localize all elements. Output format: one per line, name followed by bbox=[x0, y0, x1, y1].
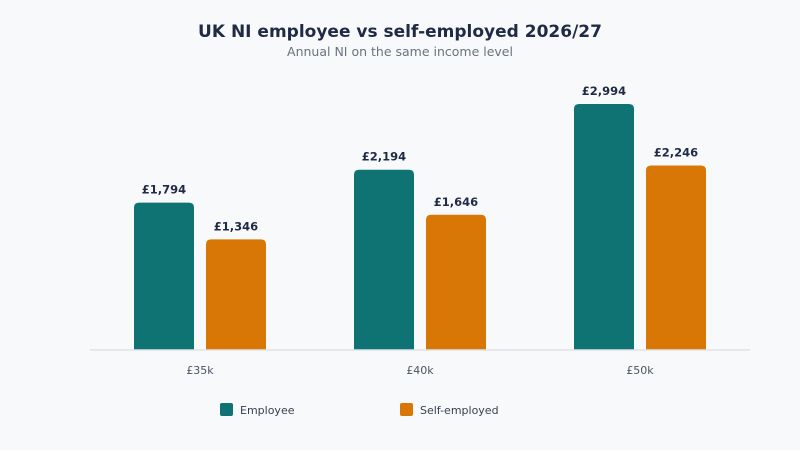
data-label-employee-40k: £2,194 bbox=[362, 150, 406, 164]
bar-employee-35k bbox=[134, 202, 194, 350]
legend-swatch-self-employed bbox=[400, 403, 413, 416]
legend-swatch-employee bbox=[220, 403, 233, 416]
x-tick-label-50k: £50k bbox=[626, 364, 654, 377]
data-label-employee-50k: £2,994 bbox=[582, 84, 626, 98]
data-label-self-employed-35k: £1,346 bbox=[214, 219, 258, 233]
x-tick-label-40k: £40k bbox=[406, 364, 434, 377]
legend-label-self-employed: Self-employed bbox=[420, 404, 499, 417]
chart-subtitle: Annual NI on the same income level bbox=[287, 44, 513, 59]
bar-self-employed-35k bbox=[206, 239, 266, 350]
x-tick-label-35k: £35k bbox=[186, 364, 214, 377]
chart-title: UK NI employee vs self-employed 2026/27 bbox=[198, 22, 602, 42]
legend-label-employee: Employee bbox=[240, 404, 295, 417]
bar-self-employed-40k bbox=[426, 214, 486, 350]
data-label-employee-35k: £1,794 bbox=[142, 183, 186, 197]
bar-employee-50k bbox=[574, 104, 634, 350]
data-label-self-employed-40k: £1,646 bbox=[434, 195, 478, 209]
plot-area: £1,794 £1,346 £2,194 £1,646 £2,994 £2,246 bbox=[134, 84, 706, 350]
legend: Employee Self-employed bbox=[220, 403, 499, 417]
bar-employee-40k bbox=[354, 169, 414, 350]
bar-self-employed-50k bbox=[646, 165, 706, 350]
data-label-self-employed-50k: £2,246 bbox=[654, 145, 698, 159]
x-axis-ticks: £35k £40k £50k bbox=[186, 364, 654, 377]
